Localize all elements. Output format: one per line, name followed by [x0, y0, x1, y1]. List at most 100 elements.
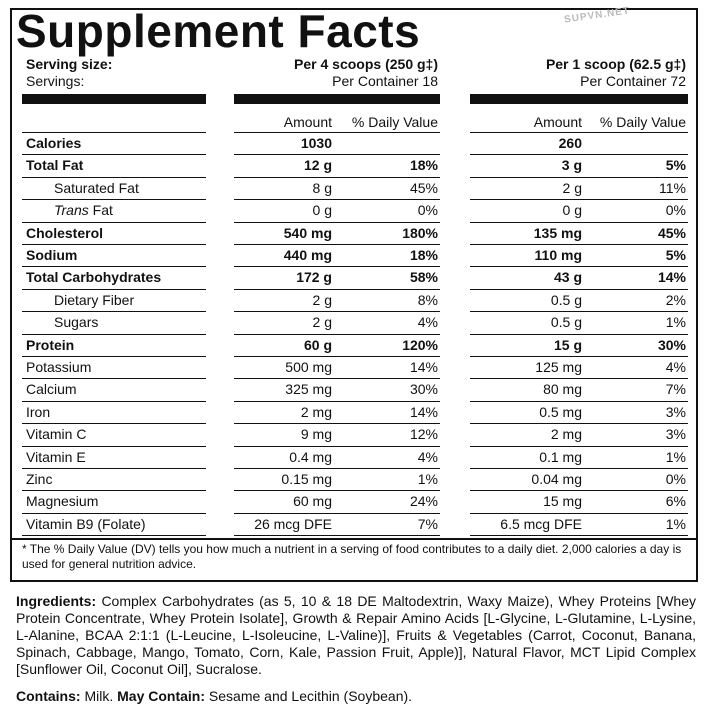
col1-dv-header: % Daily Value — [351, 114, 438, 130]
amount-cell: 43 g — [553, 269, 582, 286]
dv-cell: 4% — [665, 359, 686, 375]
row-divider — [470, 221, 688, 223]
footnote: * The % Daily Value (DV) tells you how m… — [22, 542, 682, 571]
row-divider — [234, 378, 440, 380]
amount-cell: 0.5 mg — [539, 403, 582, 420]
may-contain-label: May Contain: — [117, 688, 206, 704]
amount-cell: 9 mg — [300, 426, 332, 443]
dv-cell: 0% — [665, 202, 686, 219]
dv-cell: 18% — [409, 157, 438, 174]
row-divider — [234, 333, 440, 335]
servings-label: Servings: — [26, 73, 85, 89]
row-divider — [22, 154, 206, 156]
table-row: Calories 1030 260 — [16, 132, 688, 154]
amount-cell: 540 mg — [283, 224, 332, 241]
ingredients-text: Complex Carbohydrates (as 5, 10 & 18 DE … — [16, 593, 696, 677]
row-divider — [470, 445, 688, 447]
row-divider — [234, 535, 440, 537]
dv-cell: 12% — [409, 426, 438, 443]
row-divider — [470, 356, 688, 357]
table-row: Total Fat 12 g 18% 3 g 5% — [16, 154, 688, 176]
row-divider — [22, 311, 206, 313]
header-underline — [22, 132, 206, 133]
row-divider — [470, 244, 688, 245]
dv-cell: 1% — [665, 314, 686, 331]
row-divider — [470, 176, 688, 178]
amount-cell: 3 g — [561, 157, 582, 174]
col1-serving: Per 4 scoops (250 g‡) — [294, 56, 438, 72]
dv-cell: 120% — [402, 336, 438, 353]
nutrient-name: Potassium — [26, 359, 92, 375]
dv-cell: 4% — [417, 314, 438, 331]
amount-cell: 0 g — [562, 202, 582, 219]
row-divider — [470, 288, 688, 290]
nutrient-name: Protein — [26, 336, 75, 353]
row-divider — [470, 512, 688, 514]
row-divider — [470, 423, 688, 425]
nutrient-name-italic: Trans — [54, 202, 89, 219]
row-divider — [234, 400, 440, 402]
dv-cell: 3% — [665, 403, 686, 420]
dv-cell: 1% — [665, 448, 686, 465]
row-divider — [234, 468, 440, 469]
amount-cell: 0.04 mg — [531, 471, 582, 487]
row-divider — [22, 199, 206, 201]
row-divider — [234, 154, 440, 156]
row-divider — [470, 468, 688, 469]
amount-cell: 125 mg — [535, 359, 582, 375]
dv-cell: 1% — [665, 515, 686, 532]
amount-cell: 325 mg — [285, 381, 332, 398]
amount-cell: 2 mg — [550, 426, 582, 443]
amount-cell: 172 g — [296, 269, 332, 286]
nutrient-name: Calories — [26, 135, 82, 151]
row-divider — [470, 199, 688, 201]
table-row: Saturated Fat 8 g 45% 2 g 11% — [16, 177, 688, 199]
amount-cell: 2 g — [312, 291, 332, 308]
row-divider — [22, 445, 206, 447]
nutrient-name: Sugars — [54, 314, 99, 331]
amount-cell: 1030 — [300, 135, 332, 151]
table-row: Cholesterol 540 mg 180% 135 mg 45% — [16, 222, 688, 244]
ingredients: Ingredients: Complex Carbohydrates (as 5… — [16, 593, 696, 678]
row-divider — [22, 288, 206, 290]
nutrient-name: Total Carbohydrates — [26, 269, 162, 286]
row-divider — [234, 423, 440, 425]
dv-cell: 2% — [665, 291, 686, 308]
row-divider — [470, 311, 688, 313]
row-divider — [22, 333, 206, 335]
dv-cell: 30% — [409, 381, 438, 398]
row-divider — [234, 244, 440, 245]
nutrient-name: Iron — [26, 403, 51, 420]
ingredients-label: Ingredients: — [16, 593, 97, 609]
dv-cell: 4% — [417, 448, 438, 465]
table-row: Zinc 0.15 mg 1% 0.04 mg 0% — [16, 468, 688, 490]
row-divider — [234, 176, 440, 178]
amount-cell: 60 mg — [293, 493, 332, 510]
dv-cell: 11% — [659, 179, 686, 196]
dv-cell: 24% — [409, 493, 438, 510]
row-divider — [470, 154, 688, 156]
dv-cell: 45% — [657, 224, 686, 241]
table-row: Iron 2 mg 14% 0.5 mg 3% — [16, 401, 688, 423]
nutrient-name-rest: Fat — [88, 202, 113, 219]
dv-cell: 6% — [665, 493, 686, 510]
amount-cell: 135 mg — [533, 224, 582, 241]
nutrient-name: Sodium — [26, 247, 78, 263]
dv-cell: 180% — [402, 224, 438, 241]
dv-cell: 7% — [665, 381, 686, 398]
dv-cell: 8% — [417, 291, 438, 308]
header-underline — [470, 132, 688, 133]
row-divider — [22, 400, 206, 402]
row-divider — [22, 468, 206, 469]
col2-servings: Per Container 72 — [580, 73, 686, 89]
col1-amount-header: Amount — [283, 114, 332, 130]
thick-bar-col1 — [234, 94, 440, 104]
contains-label: Contains: — [16, 688, 81, 704]
amount-cell: 60 g — [303, 336, 332, 353]
row-divider — [234, 288, 440, 290]
nutrient-name: Calcium — [26, 381, 77, 398]
row-divider — [22, 535, 206, 537]
dv-cell: 0% — [665, 471, 686, 487]
amount-cell: 26 mcg DFE — [254, 515, 332, 532]
row-divider — [22, 423, 206, 425]
